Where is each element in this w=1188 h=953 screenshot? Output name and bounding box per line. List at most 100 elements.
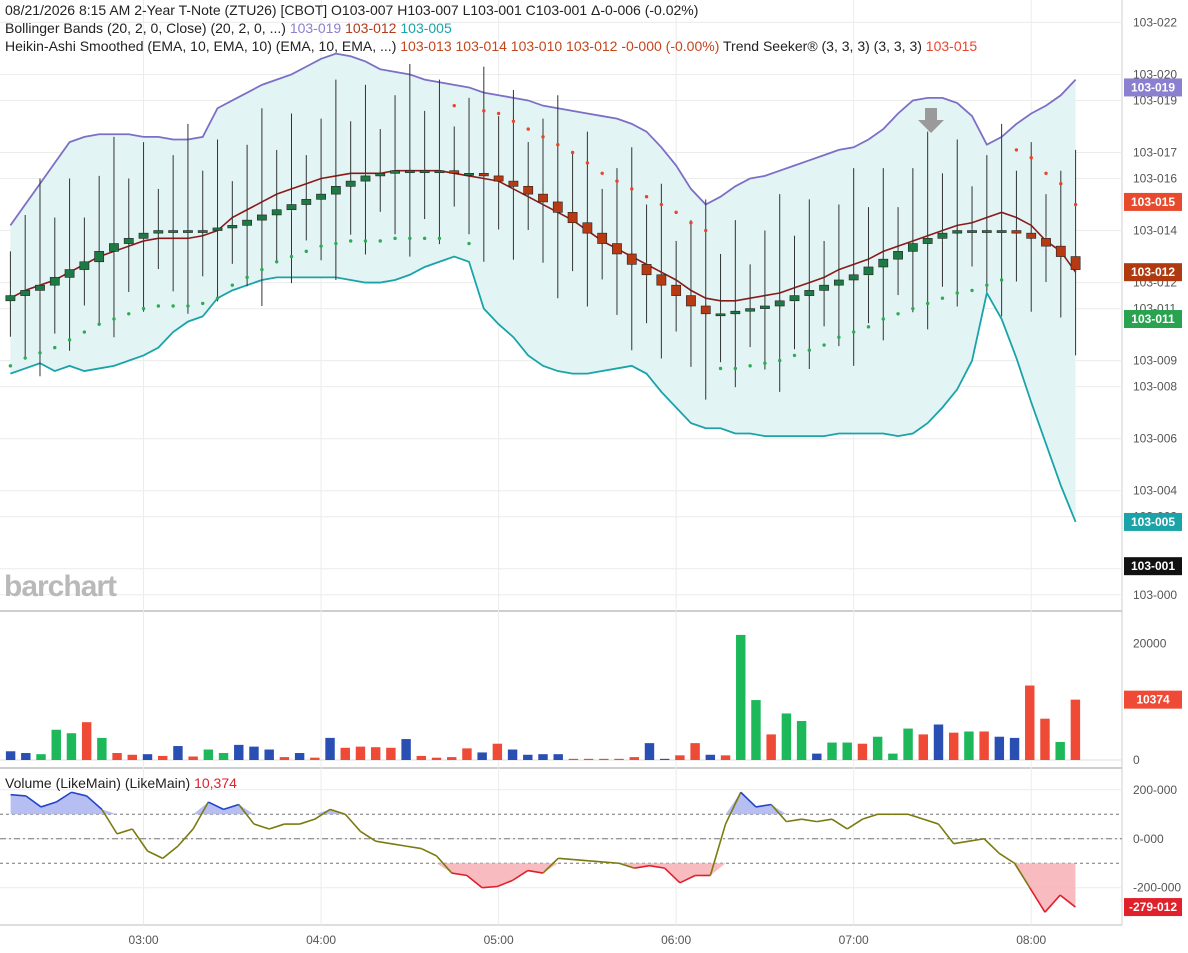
bollinger-legend[interactable]: Bollinger Bands (20, 2, 0, Close) (20, 2… <box>5 20 452 37</box>
volume-bar <box>584 759 593 760</box>
trend-seeker-dot <box>334 242 337 245</box>
cci-line-segment <box>862 814 877 819</box>
trend-seeker-dot <box>704 229 707 232</box>
volume-bar <box>523 755 532 760</box>
trend-seeker-dot <box>349 239 352 242</box>
cci-legend[interactable]: Volume (LikeMain) (LikeMain) 10,374 <box>5 775 237 792</box>
volume-bar <box>204 750 213 760</box>
volume-bar <box>873 737 882 760</box>
heikin-ashi-candle <box>612 244 621 254</box>
cci-line-segment <box>589 861 604 862</box>
time-tick-label: 05:00 <box>484 933 514 947</box>
price-tick-label: 103-017 <box>1133 145 1177 159</box>
volume-bar <box>979 731 988 760</box>
price-axis[interactable]: 103-000103-001103-003103-004103-006103-0… <box>1133 15 1181 894</box>
volume-bar <box>614 759 623 760</box>
heikin-ashi-candle <box>272 210 281 215</box>
volume-bar <box>477 752 486 760</box>
volume-bar <box>766 734 775 760</box>
heikin-ashi-candle <box>154 231 163 234</box>
symbol-quote: 08/21/2026 8:15 AM 2-Year T-Note (ZTU26)… <box>5 2 698 18</box>
cci-tick-label: 0-000 <box>1133 832 1164 846</box>
badge-trend-seeker: 103-015 <box>1131 195 1175 209</box>
badge-volume: 10374 <box>1136 693 1170 707</box>
heikin-ashi-candle <box>731 311 740 314</box>
heikin-ashi-candle <box>568 212 577 222</box>
volume-bar <box>1071 700 1080 760</box>
cci-line-segment <box>817 819 832 821</box>
volume-bar <box>356 747 365 760</box>
volume-bar <box>188 757 197 760</box>
trend-seeker-dot <box>822 343 825 346</box>
volume-bar <box>173 746 182 760</box>
cci-line-segment <box>908 814 923 819</box>
price-tick-label: 103-014 <box>1133 224 1177 238</box>
badge-heikin-ashi-close: 103-012 <box>1131 265 1175 279</box>
cci-line-segment <box>345 814 360 831</box>
volume-bar <box>919 734 928 760</box>
price-tick-label: 103-008 <box>1133 380 1177 394</box>
trend-seeker-dot <box>38 351 41 354</box>
watermark-text: barchart <box>4 570 116 603</box>
trend-seeker-dot <box>512 120 515 123</box>
heikin-ashi-candle <box>80 262 89 270</box>
volume-tick-label: 0 <box>1133 753 1140 767</box>
heikin-ashi-candle <box>139 233 148 238</box>
volume-bar <box>310 758 319 760</box>
heikin-ashi-candle <box>302 199 311 204</box>
heikin-ashi-candle <box>1027 233 1036 238</box>
trend-seeker-dot <box>719 367 722 370</box>
heikin-ashi-candle <box>331 186 340 194</box>
trend-seeker-dot <box>615 179 618 182</box>
volume-bar <box>21 753 30 760</box>
bollinger-label: Bollinger Bands (20, 2, 0, Close) (20, 2… <box>5 20 286 36</box>
volume-bar <box>36 754 45 760</box>
heikin-ashi-legend[interactable]: Heikin-Ashi Smoothed (EMA, 10, EMA, 10) … <box>5 38 977 55</box>
heikin-ashi-candle <box>6 296 15 301</box>
trend-seeker-dot <box>852 330 855 333</box>
heikin-ashi-candle <box>169 231 178 233</box>
cci-line-segment <box>148 851 163 858</box>
price-tick-label: 103-004 <box>1133 484 1177 498</box>
volume-bar <box>67 733 76 760</box>
heikin-ashi-candle <box>583 223 592 233</box>
trend-seeker-dot <box>926 302 929 305</box>
heikin-ashi-candle <box>953 231 962 234</box>
cci-line-segment <box>254 824 269 829</box>
volume-bar <box>797 721 806 760</box>
time-tick-label: 08:00 <box>1016 933 1046 947</box>
trend-seeker-dot <box>53 346 56 349</box>
heikin-ashi-candle <box>775 301 784 306</box>
heikin-ashi-candle <box>790 296 799 301</box>
heikin-ashi-candle <box>849 275 858 280</box>
trend-seeker-dot <box>142 307 145 310</box>
heikin-ashi-candle <box>834 280 843 285</box>
volume-bar <box>903 729 912 760</box>
trend-seeker-dot <box>1044 172 1047 175</box>
trend-seeker-dot <box>586 161 589 164</box>
trend-seeker-label: Trend Seeker® (3, 3, 3) (3, 3, 3) <box>723 38 922 54</box>
cci-tick-label: 200-000 <box>1133 783 1177 797</box>
trend-seeker-dot <box>467 242 470 245</box>
volume-bar <box>964 731 973 760</box>
cci-line-segment <box>406 846 421 848</box>
heikin-ashi-candle <box>997 231 1006 233</box>
heikin-ashi-candle <box>361 176 370 181</box>
heikin-ashi-candle <box>760 306 769 309</box>
time-axis[interactable]: 03:00 04:00 05:00 06:00 07:00 08:00 <box>129 933 1047 947</box>
trend-seeker-dot <box>68 338 71 341</box>
volume-bar <box>858 744 867 760</box>
heikin-ashi-candle <box>716 314 725 316</box>
heikin-ashi-candle <box>494 176 503 181</box>
heikin-ashi-label: Heikin-Ashi Smoothed (EMA, 10, EMA, 10) … <box>5 38 396 54</box>
time-tick-label: 06:00 <box>661 933 691 947</box>
price-tick-label: 103-009 <box>1133 354 1177 368</box>
heikin-ashi-candle <box>1071 257 1080 270</box>
volume-bar <box>1025 686 1034 760</box>
volume-tick-label: 20000 <box>1133 637 1167 651</box>
trend-seeker-dot <box>453 104 456 107</box>
badge-trend-dot: 103-011 <box>1131 312 1175 326</box>
volume-bar <box>995 737 1004 760</box>
heikin-ashi-candle <box>257 215 266 220</box>
